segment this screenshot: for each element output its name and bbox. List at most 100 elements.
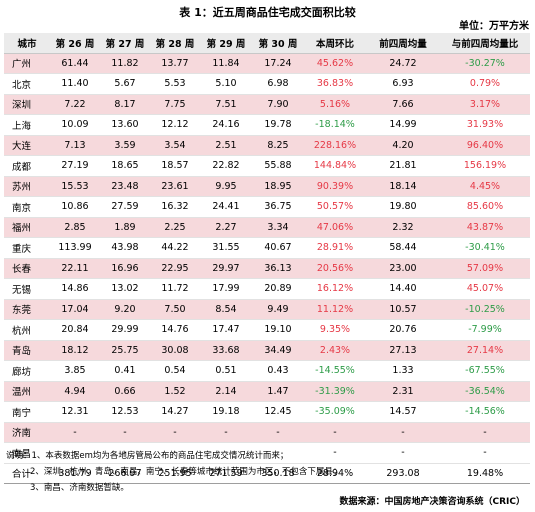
city-cell: 广州 xyxy=(4,53,50,74)
value-cell: 23.00 xyxy=(366,258,440,279)
value-cell: 21.81 xyxy=(366,155,440,177)
value-cell: 4.20 xyxy=(366,135,440,156)
value-cell: -35.09% xyxy=(304,401,366,423)
value-cell: - xyxy=(100,422,150,443)
value-cell: 14.40 xyxy=(366,278,440,300)
value-cell: 19.18 xyxy=(200,401,252,423)
value-cell: 18.95 xyxy=(252,176,304,197)
value-cell: 29.99 xyxy=(100,319,150,341)
value-cell: -67.55% xyxy=(440,360,530,382)
value-cell: 22.82 xyxy=(200,155,252,177)
value-cell: -36.54% xyxy=(440,381,530,402)
value-cell: 3.59 xyxy=(100,135,150,156)
value-cell: 19.80 xyxy=(366,196,440,218)
value-cell: 43.87% xyxy=(440,217,530,238)
table-row: 温州 4.94 0.66 1.52 2.14 1.47 -31.39% 2.31 -36.54% xyxy=(4,381,530,402)
value-cell: -18.14% xyxy=(304,114,366,136)
data-source: 数据来源：中国房地产决策咨询系统（CRIC） xyxy=(339,497,526,507)
city-cell: 杭州 xyxy=(4,319,50,341)
value-cell: 96.40% xyxy=(440,135,530,156)
notes: 说明：1、本表数据em均为各地房管局公布的商品住宅成交情况统计而来； 2、深圳、… xyxy=(6,448,341,496)
value-cell: 45.07% xyxy=(440,278,530,300)
table-row: 南京 10.86 27.59 16.32 24.41 36.75 50.57% 19.80 85… xyxy=(4,196,530,218)
value-cell: 17.04 xyxy=(50,299,100,320)
value-cell: 25.75 xyxy=(100,340,150,361)
value-cell: 27.59 xyxy=(100,196,150,218)
value-cell: - xyxy=(252,422,304,443)
table-row: 上海 10.09 13.60 12.12 24.16 19.78 -18.14% 14.99 3… xyxy=(4,114,530,136)
value-cell: 10.86 xyxy=(50,196,100,218)
table-row: 青岛 18.12 25.75 30.08 33.68 34.49 2.43% 27.13 27.… xyxy=(4,340,530,361)
value-cell: 0.66 xyxy=(100,381,150,402)
city-cell: 大连 xyxy=(4,135,50,156)
value-cell: 8.25 xyxy=(252,135,304,156)
value-cell: 57.09% xyxy=(440,258,530,279)
value-cell: 156.19% xyxy=(440,155,530,177)
value-cell: 12.31 xyxy=(50,401,100,423)
table-row: 南昌 - - - - - - - - xyxy=(4,442,530,464)
value-cell: 45.62% xyxy=(304,53,366,74)
value-cell: 24.72 xyxy=(366,53,440,74)
value-cell: 20.89 xyxy=(252,278,304,300)
city-cell: 福州 xyxy=(4,217,50,238)
value-cell: 28.91% xyxy=(304,237,366,259)
total-label: 合计 xyxy=(4,462,50,484)
value-cell: 1.52 xyxy=(150,381,200,402)
total-row: 合计 381.79 266.97 251.95 271.59 350.18 28… xyxy=(4,462,530,484)
value-cell: 8.54 xyxy=(200,299,252,320)
value-cell: 0.41 xyxy=(100,360,150,382)
value-cell: 7.51 xyxy=(200,94,252,115)
city-cell: 青岛 xyxy=(4,340,50,361)
value-cell: 15.53 xyxy=(50,176,100,197)
value-cell: -30.27% xyxy=(440,53,530,74)
value-cell: 43.98 xyxy=(100,237,150,259)
table-row: 东莞 17.04 9.20 7.50 8.54 9.49 11.12% 10.57 -10.25… xyxy=(4,299,530,320)
header-cell: 第 27 周 xyxy=(100,33,150,54)
value-cell: 20.56% xyxy=(304,258,366,279)
total-cell: 19.48% xyxy=(440,462,530,484)
header-cell: 第 26 周 xyxy=(50,33,100,54)
value-cell: 31.93% xyxy=(440,114,530,136)
value-cell: 50.57% xyxy=(304,196,366,218)
header-cell: 第 28 周 xyxy=(150,33,200,54)
value-cell: 27.13 xyxy=(366,340,440,361)
value-cell: 228.16% xyxy=(304,135,366,156)
total-cell: 266.97 xyxy=(100,462,150,484)
value-cell: 22.11 xyxy=(50,258,100,279)
city-cell: 重庆 xyxy=(4,237,50,259)
value-cell: 4.45% xyxy=(440,176,530,197)
city-cell: 深圳 xyxy=(4,94,50,115)
value-cell: 3.85 xyxy=(50,360,100,382)
city-cell: 上海 xyxy=(4,114,50,136)
value-cell: 11.12% xyxy=(304,299,366,320)
value-cell: 40.67 xyxy=(252,237,304,259)
value-cell: 18.65 xyxy=(100,155,150,177)
value-cell: 5.16% xyxy=(304,94,366,115)
city-cell: 北京 xyxy=(4,73,50,95)
value-cell: 29.97 xyxy=(200,258,252,279)
value-cell: 2.25 xyxy=(150,217,200,238)
value-cell: 44.22 xyxy=(150,237,200,259)
value-cell: -31.39% xyxy=(304,381,366,402)
value-cell: 3.34 xyxy=(252,217,304,238)
value-cell: 9.49 xyxy=(252,299,304,320)
value-cell: 2.14 xyxy=(200,381,252,402)
value-cell: - xyxy=(440,442,530,464)
value-cell: 7.22 xyxy=(50,94,100,115)
table-body: 广州 61.44 11.82 13.77 11.84 17.24 45.62% 24.72 -3… xyxy=(4,53,530,464)
header-cell: 与前四周均量比 xyxy=(440,33,530,54)
value-cell: 14.99 xyxy=(366,114,440,136)
value-cell: -14.55% xyxy=(304,360,366,382)
value-cell: - xyxy=(50,422,100,443)
value-cell: 13.02 xyxy=(100,278,150,300)
value-cell: 11.84 xyxy=(200,53,252,74)
table-row: 南宁 12.31 12.53 14.27 19.18 12.45 -35.09% 14.57-… xyxy=(4,401,530,423)
city-cell: 温州 xyxy=(4,381,50,402)
table-row: 苏州 15.53 23.48 23.61 9.95 18.95 90.39% 18.14 4.4… xyxy=(4,176,530,197)
note-line: 2、深圳、杭州、青岛、南昌、南宁、长春等城市统计范围为市区，不包含下属县； xyxy=(30,467,342,477)
total-cell: 381.79 xyxy=(50,462,100,484)
value-cell: 90.39% xyxy=(304,176,366,197)
table-row: 成都 27.19 18.65 18.57 22.82 55.88 144.84% 21.81 1… xyxy=(4,155,530,177)
value-cell: 61.44 xyxy=(50,53,100,74)
weekly-sales-table: 城市 第 26 周 第 27 周 第 28 周 第 29 周 第 30 周 本周… xyxy=(4,33,530,484)
